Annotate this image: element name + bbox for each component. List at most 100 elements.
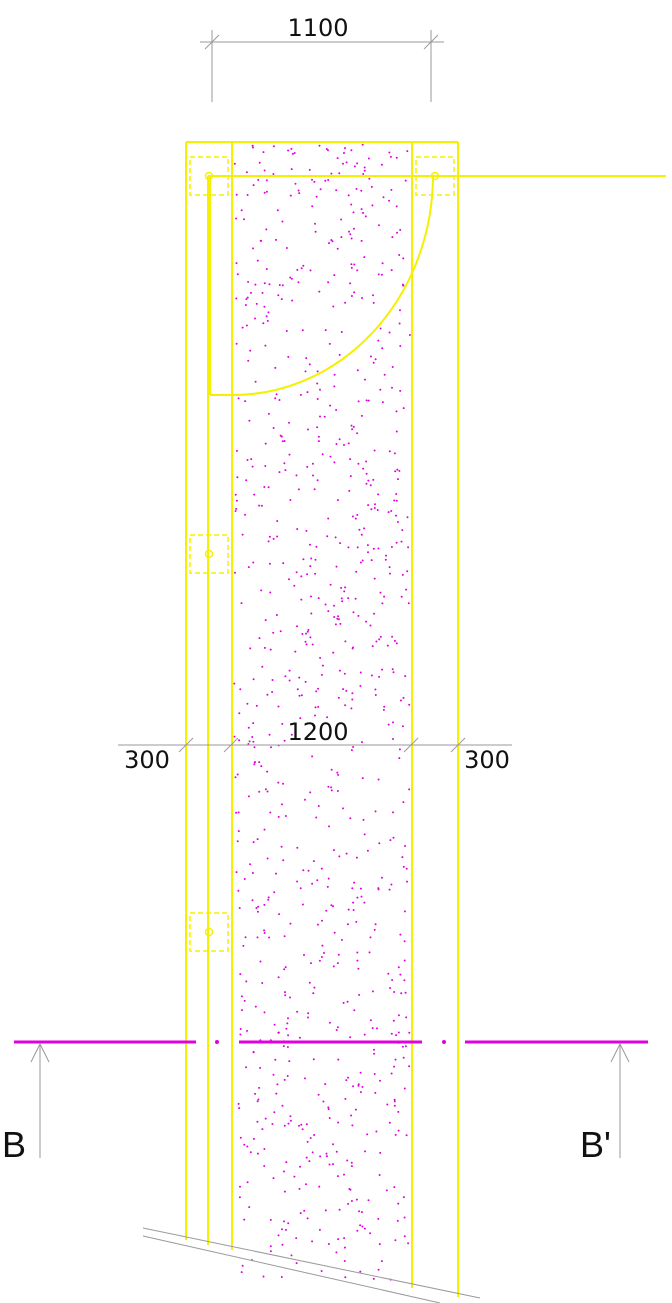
- hatch-dot: [328, 342, 331, 345]
- hatch-dot: [324, 603, 327, 606]
- hatch-dot: [293, 1175, 296, 1178]
- hatch-dot: [287, 1222, 290, 1225]
- hatch-dot: [335, 443, 338, 445]
- hatch-dot: [356, 513, 359, 516]
- hatch-dot: [397, 1129, 400, 1132]
- hatch-dot: [378, 1174, 381, 1176]
- hatch-dot: [313, 488, 316, 491]
- hatch-dot: [350, 149, 353, 152]
- hatch-dot: [406, 570, 409, 573]
- hatch-dot: [278, 284, 281, 286]
- hatch-dot: [240, 209, 243, 212]
- hatch-dot: [388, 888, 391, 891]
- hatch-dot: [308, 168, 311, 171]
- hatch-dot: [408, 788, 411, 791]
- hatch-dot: [260, 765, 263, 768]
- hatch-dot: [307, 428, 309, 431]
- hatch-dot: [327, 1108, 330, 1111]
- hatch-dot: [309, 791, 312, 794]
- hatch-dot: [291, 152, 294, 155]
- hatch-dot: [332, 905, 334, 908]
- hatch-dot: [403, 1216, 406, 1219]
- hatch-dot: [344, 640, 347, 643]
- hatch-dot: [350, 237, 353, 240]
- hatch-dot: [396, 521, 399, 523]
- hatch-dot: [235, 262, 238, 265]
- hatch-dot: [337, 696, 340, 699]
- hatch-dot: [388, 151, 391, 154]
- hatch-dot: [235, 297, 238, 300]
- hatch-dot: [373, 1048, 375, 1051]
- hatch-dot: [399, 389, 402, 392]
- hatch-dot: [355, 187, 358, 190]
- hatch-dot: [287, 1017, 289, 1020]
- hatch-dot: [290, 277, 293, 280]
- hatch-dot: [328, 1021, 331, 1024]
- hatch-dot: [252, 841, 255, 844]
- hatch-dot: [395, 1034, 398, 1037]
- hatch-dot: [263, 282, 266, 285]
- hatch-dot: [327, 281, 330, 284]
- hatch-dot: [311, 1240, 314, 1243]
- hatch-dot: [376, 1027, 378, 1030]
- hatch-dot: [239, 1028, 242, 1030]
- middle-dimension: [118, 737, 512, 753]
- hatch-dot: [252, 678, 255, 681]
- hatch-dot: [239, 1033, 242, 1036]
- hatch-dot: [393, 1104, 396, 1107]
- hatch-dot: [264, 619, 267, 622]
- hatch-dot: [394, 1239, 397, 1242]
- hatch-dot: [352, 425, 355, 428]
- hatch-dot: [258, 504, 261, 507]
- hatch-dot: [286, 1022, 289, 1025]
- hatch-dot: [397, 966, 400, 969]
- hatch-dot: [296, 268, 299, 271]
- hatch-dot: [236, 773, 239, 776]
- hatch-dot: [299, 393, 302, 396]
- hatch-dot: [267, 412, 270, 415]
- hatch-dot: [297, 281, 300, 284]
- hatch-dot: [356, 951, 359, 954]
- hatch-dot: [280, 1276, 283, 1278]
- hatch-dot: [402, 696, 405, 699]
- hatch-dot: [344, 147, 346, 150]
- hatch-dot: [357, 462, 360, 465]
- hatch-dot: [405, 867, 408, 870]
- hatch-dot: [351, 1124, 354, 1127]
- hatch-dot: [312, 724, 314, 727]
- hatch-dot: [249, 1151, 252, 1154]
- hatch-dot: [264, 1117, 267, 1120]
- hatch-dot: [274, 366, 277, 369]
- hatch-dot: [343, 152, 345, 154]
- hatch-dot: [335, 1251, 338, 1254]
- hatch-dot: [373, 928, 376, 931]
- hatch-dot: [264, 344, 267, 347]
- hatch-dot: [402, 865, 405, 868]
- hatch-dot: [252, 1051, 255, 1053]
- hatch-dot: [283, 1170, 285, 1173]
- hatch-dot: [367, 157, 370, 160]
- hatch-dot: [359, 684, 362, 687]
- hatch-dot: [333, 385, 336, 388]
- hatch-dot: [362, 818, 365, 821]
- hatch-dot: [301, 633, 304, 635]
- hatch-dot: [392, 1019, 395, 1022]
- hatch-dot: [403, 1087, 406, 1090]
- hatch-dot: [272, 427, 275, 429]
- right-dimension-label: 300: [464, 746, 510, 774]
- hatch-dot: [235, 499, 238, 502]
- hatch-dot: [308, 1160, 311, 1163]
- hatch-dot: [255, 302, 258, 305]
- hatch-dot: [394, 470, 397, 473]
- hatch-dot: [234, 776, 237, 779]
- hatch-dot: [263, 191, 266, 194]
- hatch-dot: [363, 1227, 366, 1230]
- hatch-dot: [404, 845, 406, 847]
- hatch-dot: [371, 1027, 374, 1030]
- hatch-dot: [388, 450, 391, 453]
- hatch-dot: [266, 790, 269, 793]
- hatch-dot: [289, 499, 292, 501]
- hatch-dot: [393, 1100, 396, 1103]
- hatch-dot: [387, 972, 390, 975]
- hatch-dot: [347, 597, 350, 600]
